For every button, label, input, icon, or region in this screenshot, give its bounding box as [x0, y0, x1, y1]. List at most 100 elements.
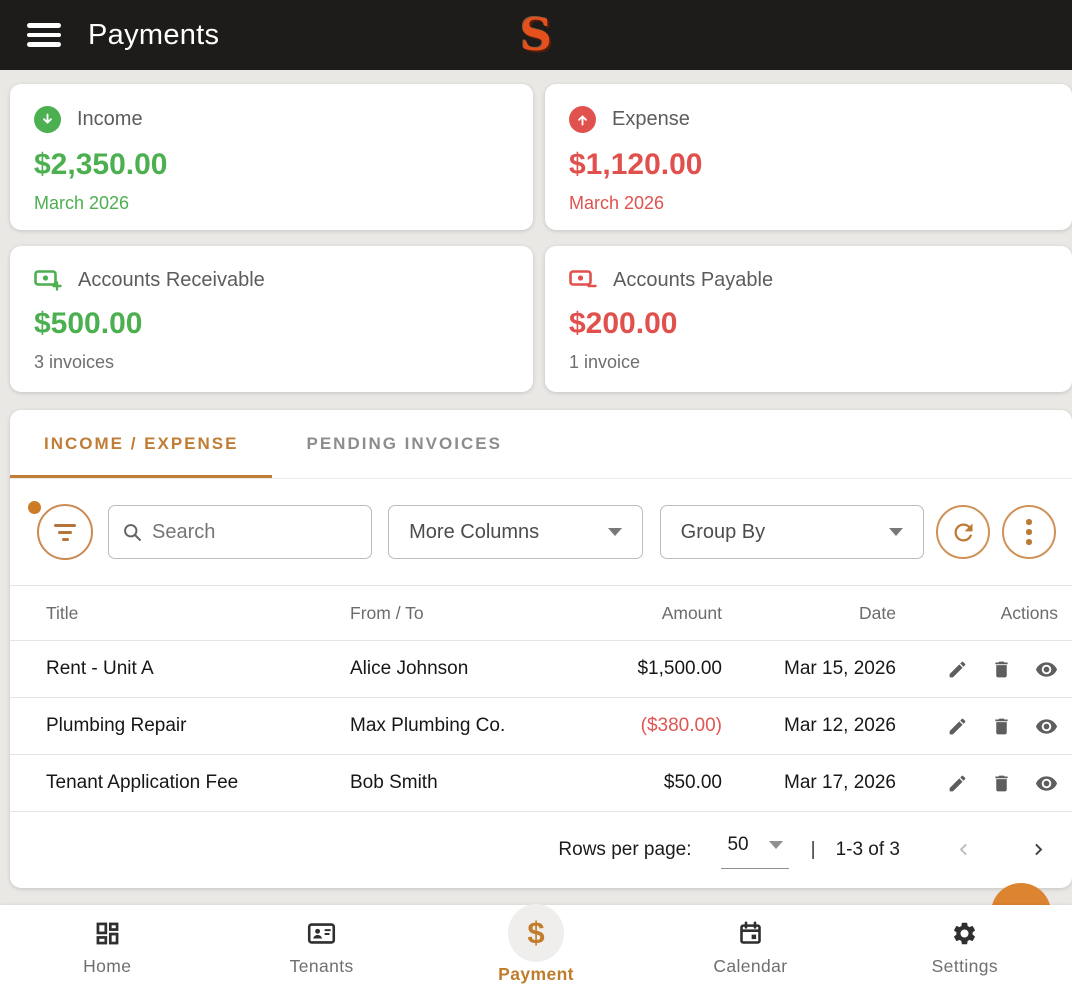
income-amount: $2,350.00: [34, 148, 168, 181]
transactions-panel: INCOME / EXPENSE PENDING INVOICES More C…: [10, 410, 1072, 888]
receivable-card-plus-icon: [34, 268, 62, 292]
nav-label-calendar: Calendar: [713, 956, 788, 976]
search-box: [108, 505, 373, 559]
payable-subtitle: 1 invoice: [569, 352, 641, 372]
cell-title: Rent - Unit A: [10, 640, 350, 698]
tab-pending-invoices[interactable]: PENDING INVOICES: [306, 434, 502, 453]
chevron-down-icon: [607, 528, 622, 536]
nav-item-settings[interactable]: Settings: [858, 905, 1072, 992]
table-row[interactable]: Plumbing Repair Max Plumbing Co. ($380.0…: [10, 697, 1072, 755]
expense-card: Expense $1,120.00 March 2026: [545, 84, 1072, 230]
nav-item-home[interactable]: Home: [0, 905, 214, 992]
chevron-down-icon: [768, 841, 783, 849]
cell-title: Plumbing Repair: [10, 697, 350, 755]
pagination-separator: |: [810, 838, 816, 860]
active-nav-pill: $: [508, 904, 565, 962]
filter-active-dot: [28, 501, 41, 514]
tab-income-expense[interactable]: INCOME / EXPENSE: [10, 410, 272, 478]
transactions-table: Title From / To Amount Date Actions Rent…: [10, 585, 1072, 812]
group-by-label: Group By: [680, 520, 766, 543]
page-title: Payments: [88, 18, 220, 51]
nav-item-tenants[interactable]: Tenants: [214, 905, 428, 992]
payable-card-label: Accounts Payable: [613, 268, 774, 291]
table-row[interactable]: Rent - Unit A Alice Johnson $1,500.00 Ma…: [10, 640, 1072, 698]
cell-from-to: Bob Smith: [350, 754, 630, 812]
cell-amount-negative: ($380.00): [630, 697, 730, 755]
nav-label-home: Home: [83, 956, 132, 976]
expense-arrow-up-icon: [569, 106, 596, 133]
refresh-button[interactable]: [936, 505, 990, 559]
view-icon[interactable]: [1035, 658, 1058, 681]
nav-label-payment: Payment: [498, 964, 574, 984]
summary-cards-row-2: Accounts Receivable $500.00 3 invoices A…: [10, 246, 1072, 392]
accounts-receivable-card: Accounts Receivable $500.00 3 invoices: [10, 246, 533, 392]
cell-date: Mar 17, 2026: [730, 754, 896, 812]
cell-from-to: Max Plumbing Co.: [350, 697, 630, 755]
hamburger-menu-icon[interactable]: [27, 23, 61, 47]
expense-subtitle: March 2026: [569, 193, 665, 213]
column-header-from-to[interactable]: From / To: [350, 585, 630, 641]
delete-icon[interactable]: [991, 659, 1012, 680]
more-options-button[interactable]: [1002, 505, 1056, 559]
cell-amount: $1,500.00: [630, 640, 730, 698]
column-header-amount[interactable]: Amount: [630, 585, 730, 641]
group-by-dropdown[interactable]: Group By: [659, 505, 924, 559]
search-input[interactable]: [152, 520, 359, 544]
bottom-navigation: Home Tenants $ Payment Calendar Settings: [0, 904, 1072, 992]
brand-logo-icon: S: [520, 9, 552, 61]
search-icon: [122, 522, 143, 543]
column-header-title[interactable]: Title: [10, 585, 350, 641]
table-toolbar: More Columns Group By: [10, 479, 1072, 585]
edit-icon[interactable]: [947, 659, 968, 680]
income-arrow-down-icon: [34, 106, 61, 133]
view-icon[interactable]: [1035, 715, 1058, 738]
chevron-down-icon: [889, 528, 903, 536]
edit-icon[interactable]: [947, 716, 968, 737]
view-icon[interactable]: [1035, 772, 1058, 795]
cell-title: Tenant Application Fee: [10, 754, 350, 812]
receivable-card-label: Accounts Receivable: [78, 268, 265, 291]
accounts-payable-card: Accounts Payable $200.00 1 invoice: [545, 246, 1072, 392]
payable-card-minus-icon: [569, 268, 597, 292]
more-columns-dropdown[interactable]: More Columns: [388, 505, 643, 559]
nav-item-payment[interactable]: $ Payment: [429, 904, 643, 992]
column-header-actions: Actions: [896, 585, 1072, 641]
rows-per-page-label: Rows per page:: [558, 838, 692, 860]
income-card-label: Income: [77, 108, 143, 130]
tab-bar: INCOME / EXPENSE PENDING INVOICES: [10, 410, 1072, 479]
payable-amount: $200.00: [569, 307, 678, 340]
dollar-icon: $: [527, 915, 545, 950]
rows-per-page-value: 50: [727, 834, 749, 855]
expense-card-label: Expense: [612, 108, 690, 130]
nav-label-settings: Settings: [931, 956, 999, 976]
more-columns-label: More Columns: [409, 520, 540, 543]
app-bar: Payments S: [0, 0, 1072, 70]
delete-icon[interactable]: [991, 716, 1012, 737]
income-subtitle: March 2026: [34, 193, 130, 213]
delete-icon[interactable]: [991, 773, 1012, 794]
kebab-menu-icon: [1026, 519, 1032, 545]
summary-cards-row-1: Income $2,350.00 March 2026 Expense $1,1…: [10, 84, 1072, 230]
nav-item-calendar[interactable]: Calendar: [643, 905, 857, 992]
refresh-icon: [950, 519, 977, 546]
column-header-date[interactable]: Date: [730, 585, 896, 641]
table-row[interactable]: Tenant Application Fee Bob Smith $50.00 …: [10, 754, 1072, 812]
filter-button[interactable]: [28, 501, 93, 560]
dashboard-icon: [94, 920, 121, 947]
rows-per-page-select[interactable]: 50: [721, 830, 789, 869]
gear-icon: [951, 920, 978, 947]
cell-date: Mar 15, 2026: [730, 640, 896, 698]
filter-icon: [54, 523, 76, 541]
next-page-icon[interactable]: [1027, 838, 1050, 861]
pagination-range: 1-3 of 3: [835, 838, 900, 860]
edit-icon[interactable]: [947, 773, 968, 794]
calendar-icon: [737, 920, 764, 947]
receivable-subtitle: 3 invoices: [34, 352, 115, 372]
cell-date: Mar 12, 2026: [730, 697, 896, 755]
expense-amount: $1,120.00: [569, 148, 703, 181]
previous-page-icon[interactable]: [952, 838, 975, 861]
table-header-row: Title From / To Amount Date Actions: [10, 585, 1072, 641]
contact-card-icon: [307, 920, 336, 947]
nav-label-tenants: Tenants: [289, 956, 354, 976]
cell-from-to: Alice Johnson: [350, 640, 630, 698]
